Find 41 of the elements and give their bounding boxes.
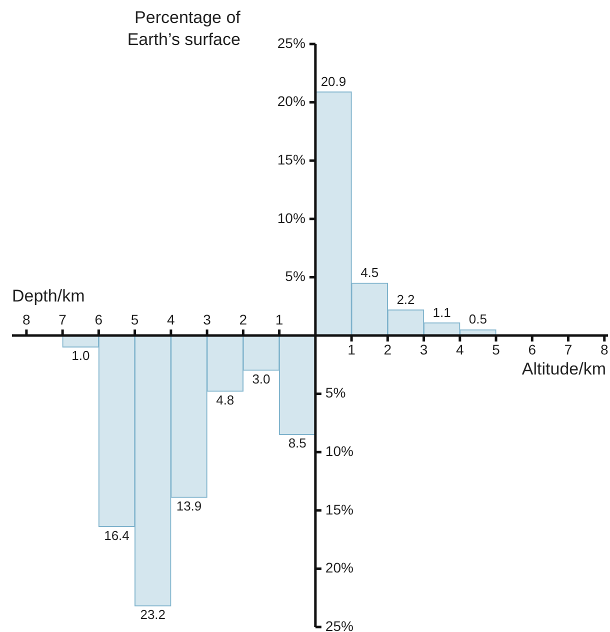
y2-tick-label: 25% <box>325 618 354 632</box>
y-axis-title: Percentage of Earth’s surface <box>127 8 241 50</box>
data-label: 2.2 <box>396 292 415 307</box>
x-tick-label: 4 <box>456 341 464 358</box>
y-tick-label: 25% <box>277 34 306 51</box>
y-tick-label: 10% <box>277 210 306 226</box>
data-label: 1.1 <box>432 304 451 320</box>
x-tick-label: 7 <box>564 341 572 358</box>
x-tick-label: 6 <box>528 341 536 358</box>
x-tick-label: 3 <box>420 341 428 358</box>
y2-tick-label: 15% <box>325 501 354 518</box>
x2-tick-label: 3 <box>203 311 212 328</box>
data-label: 4.5 <box>360 265 379 280</box>
y-tick-label: 20% <box>277 93 306 110</box>
x-tick-label: 5 <box>492 341 500 358</box>
data-label: 20.9 <box>320 74 346 89</box>
x-axis-title: Altitude/km <box>522 360 606 379</box>
x2-tick-label: 4 <box>167 311 176 328</box>
y2-tick-label: 20% <box>325 560 354 576</box>
x2-tick-label: 7 <box>58 311 67 328</box>
x-tick-label: 1 <box>348 341 356 358</box>
annotation: Depth/km <box>12 286 85 306</box>
x2-tick-label: 1 <box>275 311 284 328</box>
x-tick-label: 8 <box>600 341 608 358</box>
y2-tick-label: 10% <box>325 442 354 459</box>
y2-tick-label: 5% <box>325 384 346 401</box>
y-tick-label: 5% <box>285 268 306 284</box>
data-label: 3.0 <box>252 372 270 387</box>
data-label: 23.2 <box>140 607 166 622</box>
x2-tick-label: 2 <box>239 311 248 328</box>
data-label: 13.9 <box>176 498 202 514</box>
x2-tick-label: 8 <box>22 311 31 328</box>
data-label: 16.4 <box>104 528 130 543</box>
data-label: 4.8 <box>216 392 234 408</box>
data-label: 8.5 <box>288 436 306 451</box>
x-tick-label: 2 <box>384 341 392 358</box>
x2-tick-label: 5 <box>130 311 139 328</box>
y-tick-label: 15% <box>277 151 306 168</box>
data-label: 1.0 <box>72 348 90 364</box>
data-label: 0.5 <box>468 312 488 327</box>
x2-tick-label: 6 <box>94 311 103 328</box>
